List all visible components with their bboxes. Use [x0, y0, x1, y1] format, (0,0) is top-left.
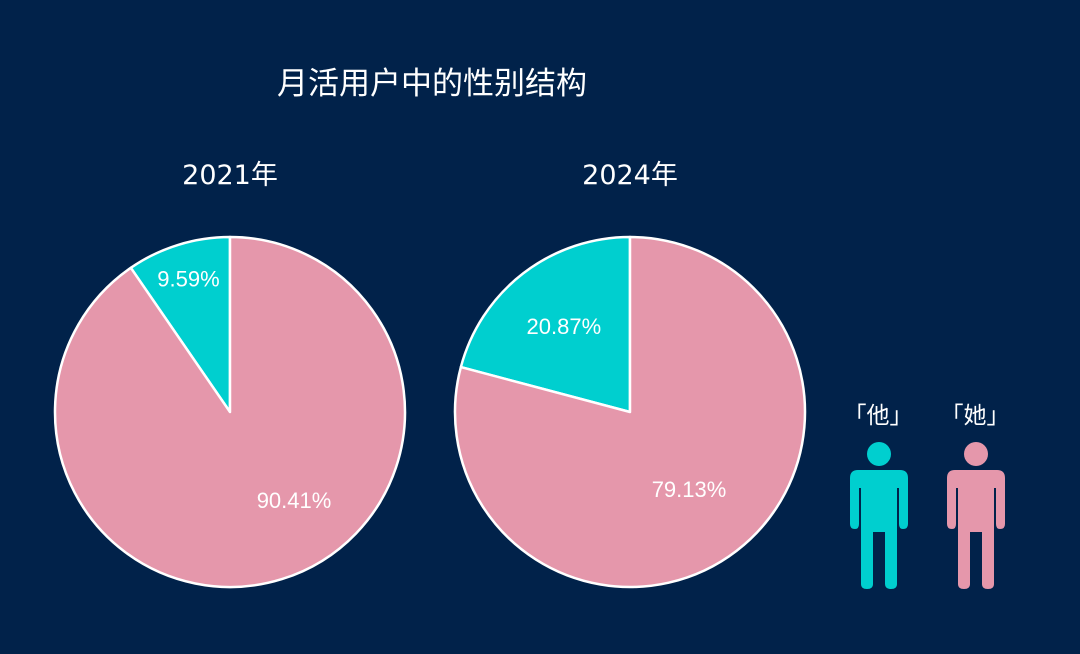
pie-slice — [453, 235, 807, 589]
pie-slice-label: 90.41% — [257, 488, 332, 513]
pie-slice-label: 20.87% — [527, 314, 602, 339]
pie-slice — [129, 235, 232, 414]
pie-slice-label: 79.13% — [652, 477, 727, 502]
legend-female-label: 「她」 — [940, 403, 1010, 429]
pie-2024: 20.87% 79.13% — [453, 235, 807, 589]
pie-slice — [53, 235, 407, 589]
male-person-icon — [850, 442, 908, 589]
legend-male-label: 「他」 — [843, 403, 913, 429]
pie-2021-title: 2021年 — [182, 160, 278, 191]
pie-slice — [459, 235, 632, 414]
female-person-icon — [947, 442, 1005, 589]
chart-title: 月活用户中的性别结构 — [277, 66, 587, 102]
pie-2021: 9.59% 90.41% — [53, 235, 407, 589]
pie-slice-label: 9.59% — [157, 266, 219, 291]
pie-2024-title: 2024年 — [582, 160, 678, 191]
